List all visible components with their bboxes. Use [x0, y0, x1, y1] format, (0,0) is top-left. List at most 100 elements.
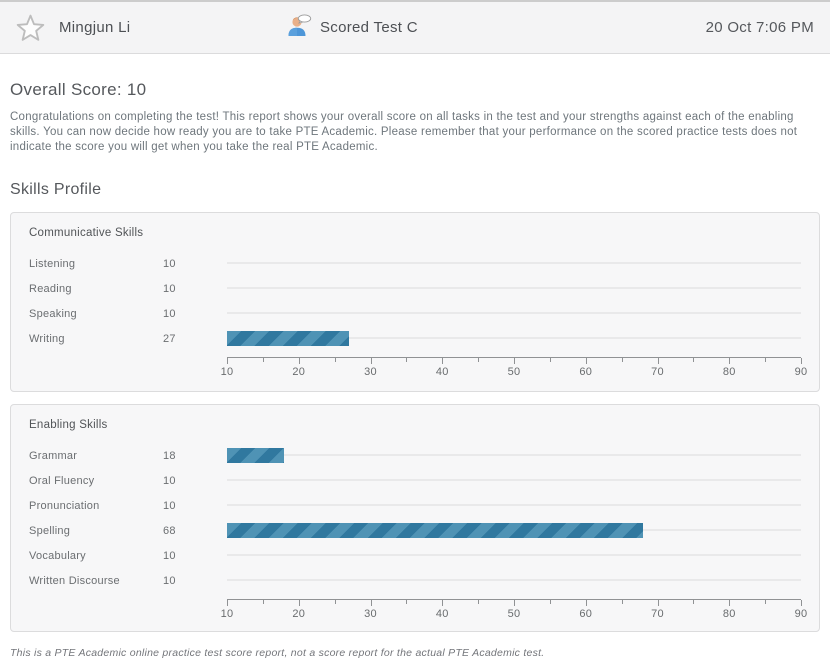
- axis-tick-label: 10: [220, 366, 234, 378]
- skill-score: 10: [163, 474, 176, 487]
- axis-tick-minor: [334, 600, 336, 604]
- axis-tick-label: 40: [435, 366, 449, 378]
- axis-tick-major: [657, 600, 659, 606]
- axis-tick-minor: [334, 358, 336, 362]
- score-bar-track: [227, 301, 801, 326]
- axis-tick-minor: [478, 600, 480, 604]
- axis-tick-label: 50: [507, 608, 521, 620]
- skill-row: Grammar 18: [29, 443, 801, 468]
- axis-tick-minor: [262, 358, 264, 362]
- panel-title: Communicative Skills: [29, 227, 144, 239]
- score-bar-track: [227, 468, 801, 493]
- skill-label: Writing: [29, 332, 65, 345]
- report-header: Mingjun Li Scored Test C 20 Oct 7:06 PM: [0, 0, 830, 54]
- score-bar-track: [227, 276, 801, 301]
- score-bar-track: [227, 326, 801, 351]
- axis-tick-label: 50: [507, 366, 521, 378]
- axis-tick-major: [442, 600, 444, 606]
- track-line: [227, 287, 801, 289]
- axis-tick-label: 80: [722, 608, 736, 620]
- axis-tick-minor: [478, 358, 480, 362]
- skill-score: 18: [163, 449, 176, 462]
- chart-axis: 10 20 30 40 50 60 70 80 90: [221, 357, 807, 391]
- skill-label: Vocabulary: [29, 549, 86, 562]
- track-line: [227, 479, 801, 481]
- axis-tick-minor: [262, 600, 264, 604]
- test-datetime: 20 Oct 7:06 PM: [705, 19, 814, 36]
- axis-tick-label: 30: [364, 608, 377, 620]
- axis-tick-major: [729, 600, 731, 606]
- skill-row: Spelling 68: [29, 518, 801, 543]
- skill-score: 10: [163, 282, 176, 295]
- axis-tick-major: [514, 358, 515, 364]
- axis-tick-major: [227, 600, 228, 606]
- score-bar: [227, 331, 349, 346]
- axis-tick-minor: [693, 600, 695, 604]
- axis-tick-major: [801, 600, 802, 606]
- track-line: [227, 312, 801, 314]
- axis-tick-label: 60: [579, 608, 593, 620]
- skill-label: Spelling: [29, 524, 71, 537]
- axis-tick-label: 10: [220, 608, 234, 620]
- skill-label: Reading: [29, 282, 72, 295]
- student-name: Mingjun Li: [59, 19, 131, 36]
- axis-tick-minor: [621, 600, 623, 604]
- axis-tick-label: 20: [292, 366, 306, 378]
- axis-tick-label: 90: [794, 608, 808, 620]
- axis-tick-minor: [621, 358, 623, 362]
- skill-row: Writing 27: [29, 326, 801, 351]
- axis-tick-minor: [765, 358, 767, 362]
- skill-row: Vocabulary 10: [29, 543, 801, 568]
- skill-score: 10: [163, 549, 176, 562]
- axis-tick-minor: [693, 358, 695, 362]
- skill-score: 10: [163, 307, 176, 320]
- intro-paragraph: Congratulations on completing the test! …: [10, 111, 798, 153]
- axis-tick-label: 30: [364, 366, 377, 378]
- skill-score: 10: [163, 257, 176, 270]
- axis-tick-major: [657, 358, 659, 364]
- axis-tick-major: [801, 358, 802, 364]
- axis-tick-label: 20: [292, 608, 306, 620]
- score-bar-track: [227, 518, 801, 543]
- axis-tick-major: [298, 358, 300, 364]
- skill-label: Listening: [29, 257, 76, 270]
- communicative-skills-panel: Communicative Skills Listening 10 Reading 1…: [10, 212, 820, 392]
- favorite-star-icon[interactable]: [15, 13, 46, 43]
- axis-tick-major: [442, 358, 444, 364]
- skill-score: 68: [163, 524, 176, 537]
- skill-label: Speaking: [29, 307, 77, 320]
- axis-tick-minor: [765, 600, 767, 604]
- axis-tick-minor: [549, 358, 551, 362]
- axis-tick-major: [370, 600, 372, 606]
- skill-row: Pronunciation 10: [29, 493, 801, 518]
- score-bar-track: [227, 543, 801, 568]
- skill-row: Oral Fluency 10: [29, 468, 801, 493]
- axis-tick-minor: [549, 600, 551, 604]
- axis-tick-label: 70: [651, 366, 664, 378]
- track-line: [227, 337, 801, 339]
- skill-label: Written Discourse: [29, 574, 120, 587]
- score-bar: [227, 448, 285, 463]
- chart-rows: Listening 10 Reading 10 Speaking 10 Writing 27: [29, 251, 801, 351]
- skill-label: Pronunciation: [29, 499, 100, 512]
- score-bar-track: [227, 568, 801, 593]
- track-line: [227, 579, 801, 581]
- axis-tick-minor: [406, 358, 408, 362]
- axis-tick-major: [227, 358, 228, 364]
- track-line: [227, 454, 801, 456]
- chart-rows: Grammar 18 Oral Fluency 10 Pronunciation 10 Sp…: [29, 443, 801, 593]
- axis-tick-label: 80: [722, 366, 736, 378]
- person-speech-icon: [285, 12, 312, 43]
- overall-score-title: Overall Score: 10: [10, 80, 147, 99]
- axis-tick-minor: [406, 600, 408, 604]
- skill-row: Written Discourse 10: [29, 568, 801, 593]
- header-test-group: Scored Test C: [285, 2, 418, 53]
- axis-tick-major: [514, 600, 515, 606]
- skill-row: Reading 10: [29, 276, 801, 301]
- skill-row: Speaking 10: [29, 301, 801, 326]
- chart-axis: 10 20 30 40 50 60 70 80 90: [221, 599, 807, 633]
- axis-tick-major: [585, 600, 587, 606]
- axis-tick-label: 90: [794, 366, 808, 378]
- axis-tick-label: 70: [651, 608, 664, 620]
- skill-label: Oral Fluency: [29, 474, 95, 487]
